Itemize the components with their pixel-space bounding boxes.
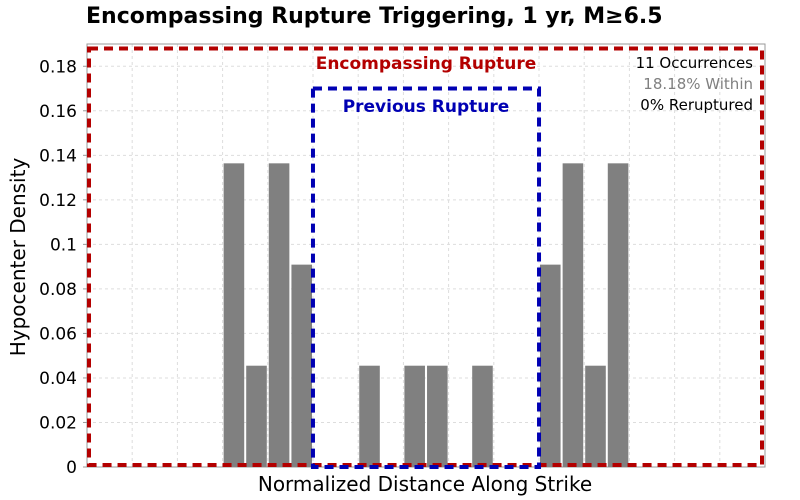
y-tick-label: 0.06 <box>39 324 77 344</box>
histogram-bar <box>585 365 606 467</box>
histogram-bar <box>359 365 380 467</box>
histogram-bar <box>472 365 493 467</box>
y-axis-label: Hypocenter Density <box>6 158 30 357</box>
histogram-bar <box>607 163 629 468</box>
histogram-bar <box>562 163 584 468</box>
histogram-bar <box>246 365 267 467</box>
encompassing-rupture-box <box>87 46 764 467</box>
y-tick-label: 0.08 <box>39 280 77 300</box>
histogram-bar <box>268 163 290 468</box>
chart-title: Encompassing Rupture Triggering, 1 yr, M… <box>86 4 663 29</box>
y-tick-label: 0.14 <box>39 146 77 166</box>
x-axis-label: Normalized Distance Along Strike <box>258 472 592 496</box>
y-axis-ticks: 0 0.02 0.04 0.06 0.08 0.1 0.12 0.14 0.16 0.18 <box>39 57 87 478</box>
histogram-bar <box>539 264 561 467</box>
histogram-bar <box>404 365 425 467</box>
y-tick-label: 0.1 <box>50 235 77 255</box>
y-tick-label: 0.02 <box>39 413 77 433</box>
within-annotation: 18.18% Within <box>643 75 753 93</box>
occurrences-annotation: 11 Occurrences <box>636 54 754 72</box>
y-tick-label: 0 <box>66 458 77 478</box>
y-tick-label: 0.04 <box>39 369 77 389</box>
y-tick-label: 0.18 <box>39 57 77 77</box>
y-tick-label: 0.16 <box>39 102 77 122</box>
bars <box>223 163 629 468</box>
histogram-bar <box>291 264 313 467</box>
histogram-bar <box>427 365 448 467</box>
previous-rupture-label: Previous Rupture <box>343 97 510 117</box>
reruptured-annotation: 0% Reruptured <box>640 96 753 114</box>
histogram-bar <box>223 163 245 468</box>
encompassing-rupture-label: Encompassing Rupture <box>316 54 537 74</box>
y-tick-label: 0.12 <box>39 191 77 211</box>
previous-rupture-box <box>310 86 542 470</box>
